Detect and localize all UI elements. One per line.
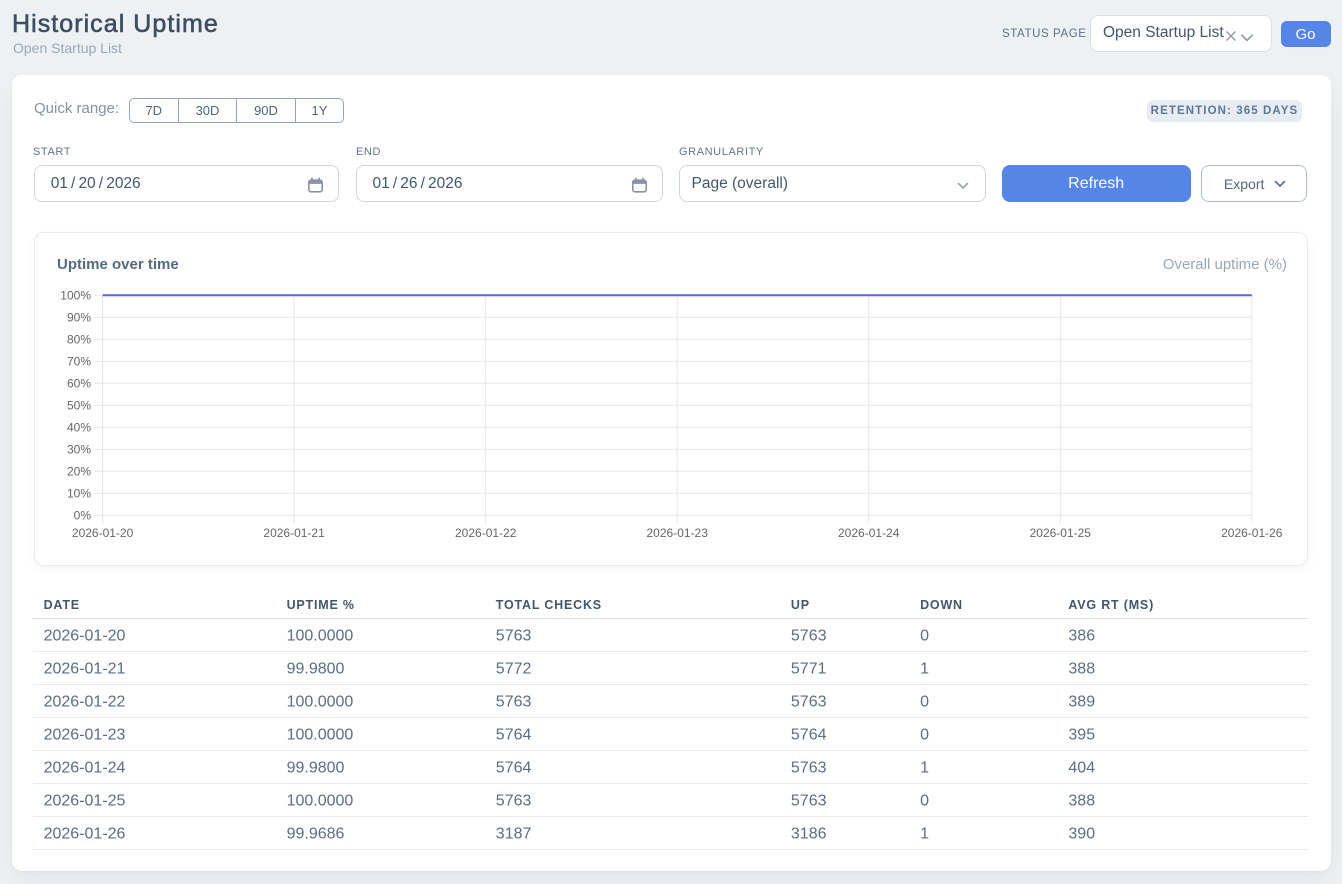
svg-text:2026-01-21: 2026-01-21 <box>263 526 325 540</box>
svg-text:80%: 80% <box>67 332 91 346</box>
svg-text:100%: 100% <box>60 288 91 302</box>
svg-text:40%: 40% <box>67 420 91 434</box>
svg-text:2026-01-25: 2026-01-25 <box>1029 526 1091 540</box>
svg-text:90%: 90% <box>67 310 91 324</box>
svg-text:50%: 50% <box>67 398 91 412</box>
svg-text:2026-01-24: 2026-01-24 <box>838 526 900 540</box>
svg-text:0%: 0% <box>73 508 91 522</box>
svg-text:60%: 60% <box>67 376 91 390</box>
svg-text:2026-01-22: 2026-01-22 <box>455 526 517 540</box>
svg-text:70%: 70% <box>67 354 91 368</box>
svg-text:2026-01-26: 2026-01-26 <box>1221 526 1283 540</box>
svg-text:30%: 30% <box>67 442 91 456</box>
svg-text:20%: 20% <box>67 464 91 478</box>
svg-text:2026-01-23: 2026-01-23 <box>646 526 708 540</box>
svg-text:2026-01-20: 2026-01-20 <box>72 526 134 540</box>
svg-text:10%: 10% <box>67 486 91 500</box>
